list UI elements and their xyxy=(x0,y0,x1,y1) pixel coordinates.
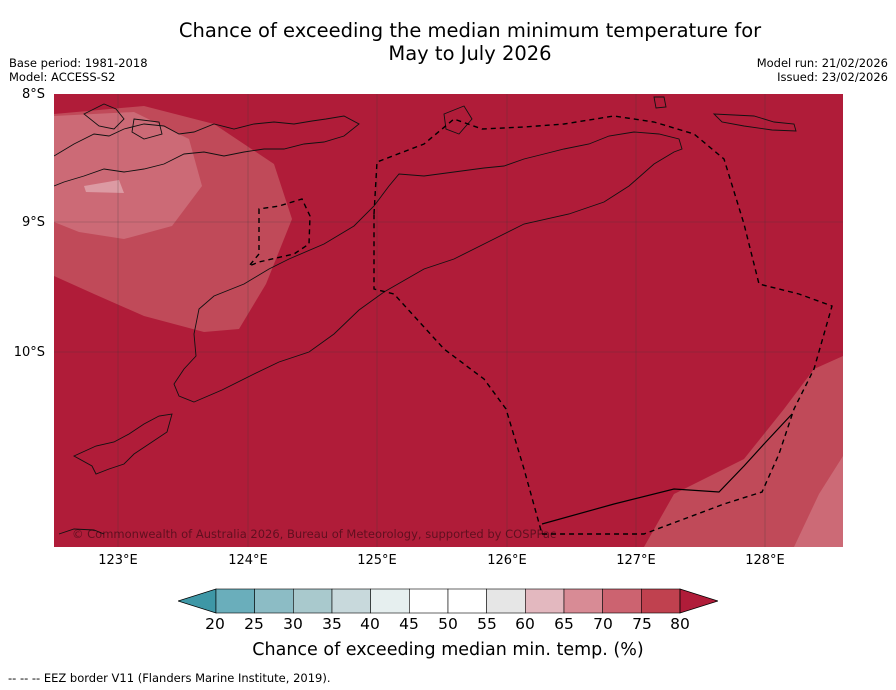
cbar-segment-70-75 xyxy=(602,588,642,614)
cbar-segment-35-40 xyxy=(331,588,371,614)
issued-date: Issued: 23/02/2026 xyxy=(777,70,888,84)
cbar-segment-25-30 xyxy=(254,588,294,614)
cbar-tick-65: 65 xyxy=(554,615,574,633)
copyright-notice: © Commonwealth of Australia 2026, Bureau… xyxy=(72,527,557,541)
cbar-tick-45: 45 xyxy=(399,615,419,633)
cbar-tick-55: 55 xyxy=(477,615,497,633)
cbar-tick-60: 60 xyxy=(515,615,535,633)
cbar-tick-75: 75 xyxy=(632,615,652,633)
cbar-segment-30-35 xyxy=(293,588,333,614)
probability-area-60-65-west xyxy=(84,180,124,193)
cbar-tick-35: 35 xyxy=(322,615,342,633)
island-west-2 xyxy=(131,118,163,140)
colorbar xyxy=(178,588,718,614)
cbar-tick-80: 80 xyxy=(670,615,690,633)
meta-left: Base period: 1981-2018 Model: ACCESS-S2 xyxy=(9,56,148,84)
map-plot[interactable] xyxy=(54,94,843,547)
island-west-1 xyxy=(83,103,125,130)
eez-border xyxy=(248,115,833,535)
eez-source-footer: -- -- -- EEZ border V11 (Flanders Marine… xyxy=(8,671,331,685)
cbar-segment-65-70 xyxy=(563,588,603,614)
model-run: Model run: 21/02/2026 xyxy=(756,56,888,70)
timor-coastline xyxy=(173,131,683,403)
probability-area-65-70-west xyxy=(54,112,202,239)
sumba-coastline xyxy=(73,413,173,475)
cbar-segment-40-45 xyxy=(370,588,410,614)
probability-area-70-75-east xyxy=(644,356,843,547)
title-line-1: Chance of exceeding the median minimum t… xyxy=(178,19,762,42)
islet-north xyxy=(653,96,667,109)
eez-timor-leste xyxy=(373,115,833,535)
lon-label-127e: 127°E xyxy=(616,553,656,568)
cbar-tick-30: 30 xyxy=(283,615,303,633)
meta-right: Model run: 21/02/2026 Issued: 23/02/2026 xyxy=(757,56,888,84)
eez-oecusse-enclave xyxy=(248,198,311,267)
cbar-extension-low xyxy=(178,588,217,614)
cbar-tick-20: 20 xyxy=(205,615,225,633)
title-line-2: May to July 2026 xyxy=(388,42,552,65)
model-name: Model: ACCESS-S2 xyxy=(9,70,116,84)
lat-label-8s: 8°S xyxy=(21,87,45,102)
cbar-segment-50-55 xyxy=(447,588,487,614)
eez-border-solid xyxy=(541,413,793,525)
cbar-extension-high xyxy=(679,588,718,614)
cbar-tick-25: 25 xyxy=(244,615,264,633)
map-title: Chance of exceeding the median minimum t… xyxy=(110,19,830,65)
coastlines xyxy=(54,96,797,535)
cbar-tick-50: 50 xyxy=(438,615,458,633)
lon-label-125e: 125°E xyxy=(357,553,397,568)
cbar-segment-60-65 xyxy=(525,588,565,614)
cbar-tick-70: 70 xyxy=(593,615,613,633)
lon-label-128e: 128°E xyxy=(745,553,785,568)
cbar-segment-45-50 xyxy=(409,588,449,614)
lat-label-10s: 10°S xyxy=(13,345,45,360)
lon-label-124e: 124°E xyxy=(228,553,268,568)
cbar-segment-55-60 xyxy=(486,588,526,614)
coast-fragment xyxy=(58,528,105,535)
cbar-tick-40: 40 xyxy=(360,615,380,633)
lat-label-9s: 9°S xyxy=(21,215,45,230)
probability-area-65-70-east xyxy=(794,456,843,547)
lon-label-123e: 123°E xyxy=(98,553,138,568)
colorbar-label: Chance of exceeding median min. temp. (%… xyxy=(252,640,644,660)
lon-label-126e: 126°E xyxy=(487,553,527,568)
base-period: Base period: 1981-2018 xyxy=(9,56,148,70)
eez-boundary-solid-segment xyxy=(541,413,793,525)
cbar-segment-75-80 xyxy=(641,588,681,614)
cbar-segment-20-25 xyxy=(215,588,255,614)
flores-coastline xyxy=(54,115,360,187)
tanimbar-islands xyxy=(712,113,797,132)
